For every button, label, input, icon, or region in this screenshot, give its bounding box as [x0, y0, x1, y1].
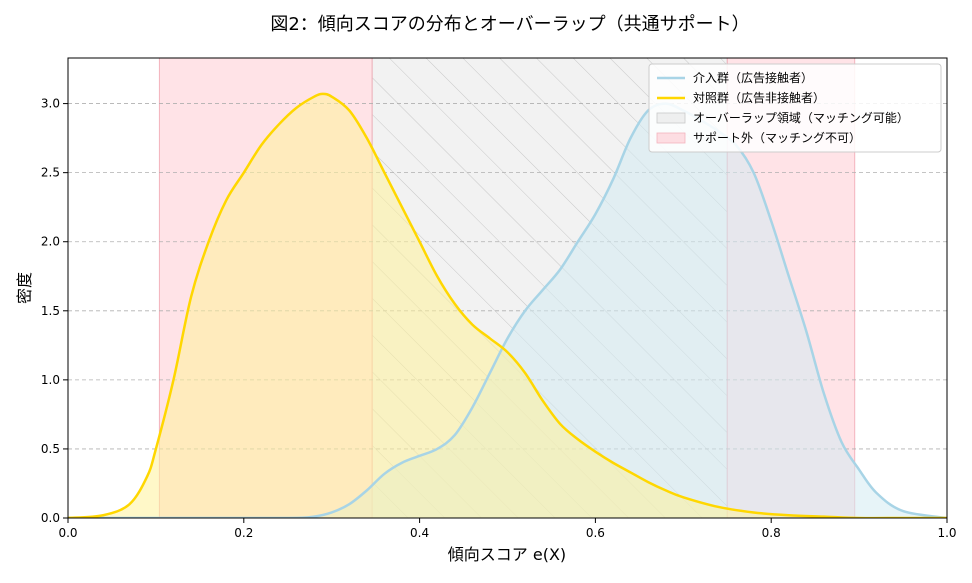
y-axis-label: 密度: [15, 272, 34, 304]
legend-label-0: 介入群（広告接触者）: [693, 70, 813, 85]
legend-label-3: サポート外（マッチング不可）: [693, 131, 861, 145]
series-1-area: [68, 93, 947, 518]
x-tick-label-5: 1.0: [937, 526, 956, 540]
legend-swatch-3: [656, 132, 686, 144]
series-fill-layer: [68, 93, 947, 518]
y-tick-label-4: 2.0: [41, 235, 60, 249]
y-tick-label-3: 1.5: [41, 304, 60, 318]
x-tick-label-4: 0.8: [762, 526, 781, 540]
plot-frame: [67, 57, 948, 519]
legend: 介入群（広告接触者） 対照群（広告非接触者） オーバーラップ領域（マッチング可能） サ…: [648, 63, 942, 153]
legend-label-2: オーバーラップ領域（マッチング可能）: [693, 110, 909, 125]
x-axis-label: 傾向スコア e(X): [448, 545, 566, 564]
series-1-line: [68, 92, 947, 518]
x-tick-label-2: 0.4: [410, 526, 429, 540]
series-line-layer: [68, 92, 947, 518]
y-tick-label-1: 0.5: [41, 442, 60, 456]
series-0-line: [68, 102, 947, 518]
series-0-area: [68, 103, 947, 518]
x-axis: 0.0 0.2 0.4 0.6 0.8 1.0: [58, 518, 957, 540]
x-tick-label-3: 0.6: [586, 526, 605, 540]
legend-swatch-2: [656, 112, 686, 124]
x-tick-label-0: 0.0: [58, 526, 77, 540]
y-tick-label-6: 3.0: [41, 97, 60, 111]
legend-label-1: 対照群（広告非接触者）: [693, 90, 825, 105]
legend-box: [648, 63, 942, 153]
x-tick-label-1: 0.2: [234, 526, 253, 540]
y-tick-label-0: 0.0: [41, 511, 60, 525]
y-tick-label-5: 2.5: [41, 166, 60, 180]
y-tick-label-2: 1.0: [41, 373, 60, 387]
y-axis: 0.0 0.5 1.0 1.5 2.0 2.5 3.0: [41, 97, 68, 525]
chart-title: 図2：傾向スコアの分布とオーバーラップ（共通サポート）: [270, 14, 749, 35]
